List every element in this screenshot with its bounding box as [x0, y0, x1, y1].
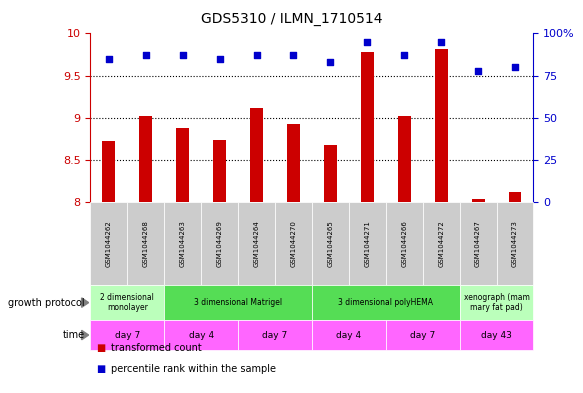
- Point: [326, 59, 335, 65]
- Bar: [435, 49, 448, 202]
- Bar: [472, 199, 484, 202]
- Point: [252, 52, 261, 59]
- Text: GSM1044264: GSM1044264: [254, 220, 259, 267]
- Text: GSM1044272: GSM1044272: [438, 220, 444, 267]
- Text: day 7: day 7: [410, 331, 436, 340]
- Text: transformed count: transformed count: [111, 343, 202, 353]
- Point: [473, 68, 483, 74]
- Bar: [508, 192, 521, 202]
- Bar: [324, 145, 337, 202]
- Bar: [103, 141, 115, 202]
- Bar: [176, 128, 189, 202]
- Text: ■: ■: [96, 343, 106, 353]
- Polygon shape: [82, 330, 89, 340]
- Text: GSM1044266: GSM1044266: [401, 220, 407, 267]
- Point: [289, 52, 298, 59]
- Text: 3 dimensional polyHEMA: 3 dimensional polyHEMA: [338, 298, 433, 307]
- Text: day 7: day 7: [262, 331, 287, 340]
- Text: GSM1044262: GSM1044262: [106, 220, 112, 267]
- Text: day 43: day 43: [481, 331, 512, 340]
- Text: 3 dimensional Matrigel: 3 dimensional Matrigel: [194, 298, 282, 307]
- Point: [399, 52, 409, 59]
- Bar: [361, 52, 374, 202]
- Text: xenograph (mam
mary fat pad): xenograph (mam mary fat pad): [463, 293, 529, 312]
- Text: day 4: day 4: [336, 331, 361, 340]
- Point: [215, 55, 224, 62]
- Text: GSM1044273: GSM1044273: [512, 220, 518, 267]
- Text: percentile rank within the sample: percentile rank within the sample: [111, 364, 276, 375]
- Bar: [213, 140, 226, 202]
- Polygon shape: [82, 298, 89, 307]
- Text: GSM1044270: GSM1044270: [290, 220, 296, 267]
- Text: day 4: day 4: [188, 331, 214, 340]
- Text: GSM1044265: GSM1044265: [328, 220, 333, 267]
- Point: [510, 64, 519, 70]
- Point: [437, 39, 446, 45]
- Text: GSM1044268: GSM1044268: [143, 220, 149, 267]
- Point: [104, 55, 114, 62]
- Point: [363, 39, 372, 45]
- Text: ■: ■: [96, 364, 106, 375]
- Text: GSM1044263: GSM1044263: [180, 220, 185, 267]
- Bar: [398, 116, 410, 202]
- Bar: [139, 116, 152, 202]
- Bar: [287, 124, 300, 202]
- Text: day 7: day 7: [115, 331, 140, 340]
- Text: GSM1044271: GSM1044271: [364, 220, 370, 267]
- Point: [141, 52, 150, 59]
- Text: growth protocol: growth protocol: [8, 298, 85, 308]
- Bar: [250, 108, 263, 202]
- Point: [178, 52, 187, 59]
- Text: GSM1044269: GSM1044269: [217, 220, 223, 267]
- Text: GSM1044267: GSM1044267: [475, 220, 481, 267]
- Text: 2 dimensional
monolayer: 2 dimensional monolayer: [100, 293, 154, 312]
- Text: GDS5310 / ILMN_1710514: GDS5310 / ILMN_1710514: [201, 12, 382, 26]
- Text: time: time: [62, 330, 85, 340]
